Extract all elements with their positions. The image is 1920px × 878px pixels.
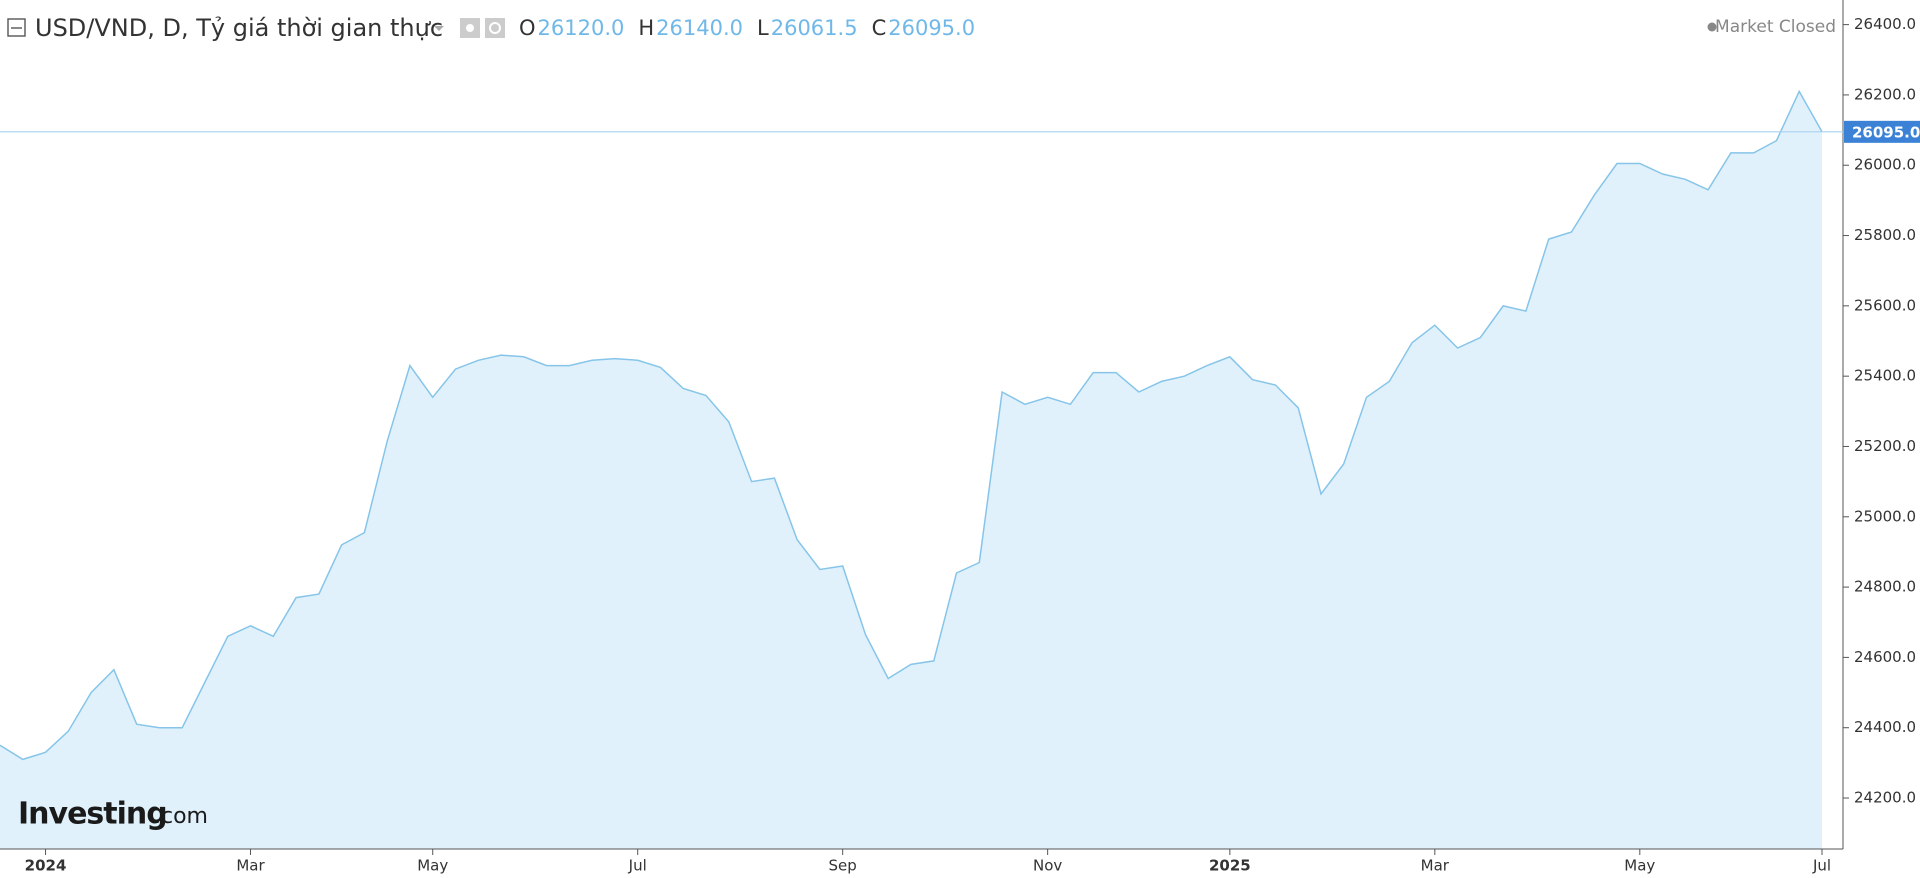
x-tick-label: Mar: [1421, 857, 1450, 875]
y-tick-label: 25000.0: [1854, 507, 1916, 525]
y-tick-label: 24400.0: [1854, 718, 1916, 736]
y-tick-label: 24200.0: [1854, 789, 1916, 807]
x-tick-label: Mar: [236, 857, 265, 875]
ohlc-value: 26120.0: [538, 16, 625, 40]
dropdown-arrow[interactable]: [434, 26, 444, 31]
y-tick-label: 26200.0: [1854, 85, 1916, 103]
ohlc-value: 26140.0: [656, 16, 743, 40]
y-tick-label: 25800.0: [1854, 226, 1916, 244]
x-tick-label: 2025: [1209, 857, 1251, 875]
ohlc-name: H: [638, 16, 654, 40]
y-tick-label: 25200.0: [1854, 437, 1916, 455]
logo-suffix: .com: [154, 804, 208, 829]
ohlc-name: L: [757, 16, 769, 40]
y-tick-label: 25600.0: [1854, 296, 1916, 314]
settings-icon[interactable]: [485, 18, 505, 38]
chart-title: USD/VND, D, Tỷ giá thời gian thực: [35, 14, 443, 42]
x-tick-label: Jul: [1812, 857, 1831, 875]
y-tick-label: 26000.0: [1854, 156, 1916, 174]
y-tick-label: 24600.0: [1854, 648, 1916, 666]
eye-icon-pupil: [466, 24, 474, 32]
market-status: Market Closed: [1715, 17, 1836, 37]
x-tick-label: 2024: [25, 857, 67, 875]
ohlc-name: C: [872, 16, 887, 40]
ohlc-name: O: [519, 16, 536, 40]
ohlc-value: 26095.0: [888, 16, 975, 40]
price-label: 26095.0: [1852, 123, 1920, 141]
collapse-icon[interactable]: [7, 18, 26, 37]
x-tick-label: Jul: [628, 857, 647, 875]
x-tick-label: May: [417, 857, 448, 875]
y-tick-label: 26400.0: [1854, 15, 1916, 33]
ohlc-legend: O 26120.0 H 26140.0 L 26061.5 C 26095.0: [519, 16, 975, 40]
plot-area: [0, 89, 1823, 849]
settings-icon-gear: [489, 22, 501, 34]
x-tick-label: May: [1624, 857, 1655, 875]
price-label-bg: [1844, 120, 1920, 143]
status-dot: [1707, 22, 1717, 32]
logo-brand: Investing: [18, 797, 167, 832]
ohlc-value: 26061.5: [771, 16, 858, 40]
y-tick-label: 24800.0: [1854, 578, 1916, 596]
x-tick-label: Nov: [1033, 857, 1062, 875]
x-tick-label: Sep: [829, 857, 857, 875]
line: [0, 89, 1823, 761]
y-tick-label: 25400.0: [1854, 367, 1916, 385]
area: [0, 91, 1822, 849]
